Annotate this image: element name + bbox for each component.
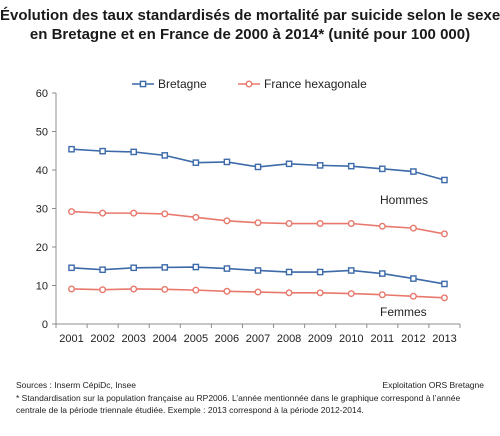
data-point: [254, 219, 262, 227]
data-point: [161, 285, 169, 293]
data-point: [347, 267, 355, 274]
data-point: [441, 280, 448, 288]
data-point: [161, 210, 169, 218]
x-tick-label: 2001: [59, 333, 83, 345]
data-point: [68, 208, 76, 216]
data-point: [285, 268, 293, 276]
data-point: [347, 290, 355, 298]
annotation-men: Hommes: [380, 193, 428, 207]
y-tick-label: 20: [36, 242, 48, 254]
chart-title-line-1: Évolution des taux standardisés de morta…: [0, 7, 500, 24]
data-point: [285, 289, 293, 297]
footer-sources: Sources : Inserm CépiDc, Insee: [16, 380, 136, 390]
data-point: [410, 275, 417, 282]
x-tick-label: 2005: [184, 333, 208, 345]
y-tick-label: 0: [42, 319, 48, 331]
data-point: [192, 159, 200, 166]
data-point: [347, 220, 355, 228]
x-tick-label: 2002: [90, 333, 114, 345]
data-point: [316, 268, 324, 276]
data-point: [130, 264, 137, 272]
data-point: [316, 220, 324, 228]
data-point: [440, 294, 448, 302]
data-point: [223, 158, 231, 166]
data-point: [223, 217, 231, 225]
y-tick-label: 40: [36, 165, 48, 177]
legend-label: France hexagonale: [264, 77, 367, 91]
data-point: [161, 264, 169, 271]
data-point: [378, 291, 386, 299]
legend-marker: [245, 80, 253, 88]
data-point: [285, 220, 293, 228]
data-point: [68, 264, 75, 272]
data-point: [347, 162, 355, 170]
chart-legend: Bretagne France hexagonale: [132, 77, 367, 91]
data-point: [378, 222, 386, 230]
data-point: [379, 270, 386, 277]
data-point: [440, 230, 448, 238]
legend-label: Bretagne: [158, 77, 207, 91]
data-point: [130, 148, 137, 156]
legend-marker: [139, 80, 147, 88]
x-tick-label: 2009: [308, 333, 332, 345]
x-tick-label: 2013: [432, 333, 456, 345]
x-tick-label: 2012: [401, 333, 425, 345]
chart-title: Évolution des taux standardisés de morta…: [0, 6, 500, 44]
x-tick-label: 2011: [370, 333, 394, 345]
data-point: [441, 176, 448, 184]
data-point: [192, 263, 200, 271]
y-tick-label: 30: [36, 204, 48, 216]
chart-series: [68, 145, 448, 302]
data-point: [254, 288, 262, 296]
y-tick-label: 10: [36, 281, 48, 293]
data-point: [409, 224, 417, 232]
data-point: [192, 286, 200, 294]
data-point: [68, 285, 76, 293]
chart-title-line-2: en Bretagne et en France de 2000 à 2014*…: [29, 26, 471, 43]
footer-note-line-2: centrale de la période triennale étudiée…: [16, 405, 364, 415]
x-tick-label: 2004: [153, 333, 177, 345]
data-point: [192, 213, 200, 221]
data-point: [410, 168, 417, 175]
data-point: [254, 163, 262, 171]
x-tick-label: 2010: [339, 333, 363, 345]
annotation-women: Femmes: [380, 305, 427, 319]
data-point: [99, 209, 107, 217]
data-point: [379, 165, 386, 173]
data-point: [254, 267, 262, 274]
data-point: [316, 162, 324, 169]
x-tick-label: 2008: [277, 333, 301, 345]
data-point: [316, 289, 324, 297]
y-tick-label: 50: [36, 127, 48, 139]
data-point: [130, 209, 138, 217]
y-tick-label: 60: [36, 88, 48, 100]
data-point: [99, 266, 106, 274]
x-tick-label: 2007: [246, 333, 270, 345]
data-point: [68, 145, 75, 153]
footer-note-line-1: * Standardisation sur la population fran…: [16, 393, 461, 403]
chart-axes: 0 10 20 30 40 50 60 2001 2002 2003 2004 2005 2006 200…: [36, 88, 461, 345]
x-tick-label: 2003: [121, 333, 145, 345]
footer-exploitation: Exploitation ORS Bretagne: [382, 380, 484, 390]
data-point: [285, 160, 293, 168]
data-point: [161, 152, 169, 159]
data-point: [99, 147, 106, 155]
data-point: [130, 285, 138, 293]
data-point: [99, 286, 107, 294]
data-point: [223, 287, 231, 295]
data-point: [409, 292, 417, 300]
data-point: [223, 265, 231, 272]
x-tick-label: 2006: [215, 333, 239, 345]
